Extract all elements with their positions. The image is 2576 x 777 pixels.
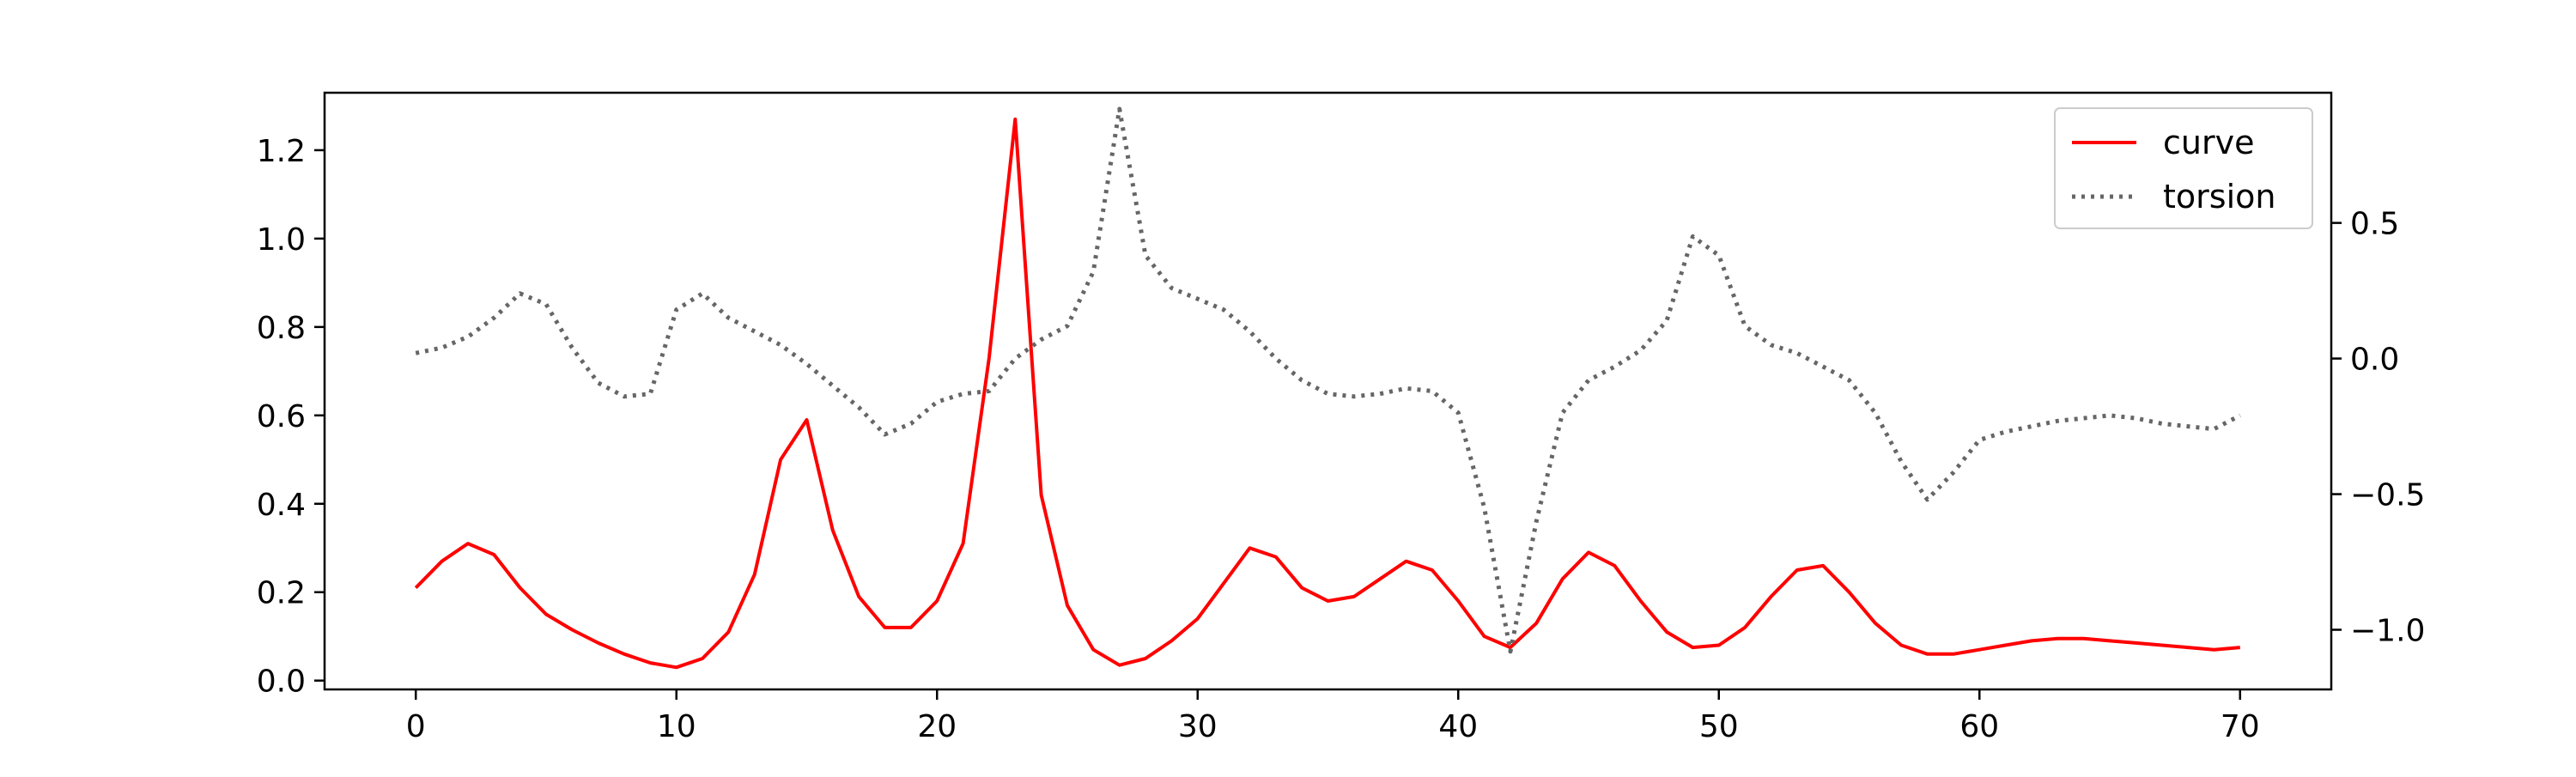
x-tick-label: 0: [406, 709, 426, 744]
y2-tick-label: −1.0: [2350, 614, 2425, 649]
y-tick-label: 0.2: [257, 576, 306, 611]
plot-lines: [414, 106, 2241, 670]
legend: curve torsion: [2054, 107, 2313, 229]
y-tick-label: 0.0: [257, 665, 306, 700]
x-tick-label: 20: [917, 709, 957, 744]
x-tick-label: 60: [1959, 709, 1999, 744]
y-axis-right: −1.0 −0.5 0.0 0.5: [2331, 207, 2425, 649]
x-tick-label: 30: [1178, 709, 1218, 744]
y-tick-label: 1.0: [257, 222, 306, 258]
x-tick-label: 40: [1438, 709, 1478, 744]
y2-tick-label: 0.5: [2350, 207, 2399, 242]
y-tick-label: 1.2: [257, 134, 306, 169]
series-line-torsion: [415, 106, 2241, 654]
y-tick-label: 0.6: [257, 399, 306, 434]
legend-label-torsion: torsion: [2163, 178, 2275, 215]
legend-label-curve: curve: [2163, 124, 2254, 161]
y-tick-label: 0.8: [257, 311, 306, 346]
y-axis-left: 0.0 0.2 0.4 0.6 0.8 1.0 1.2: [257, 134, 325, 700]
y-tick-label: 0.4: [257, 488, 306, 523]
x-axis: 0 10 20 30 40 50 60 70: [406, 689, 2260, 744]
plot-frame: [323, 91, 2333, 691]
series-line-curve: [414, 117, 2240, 670]
x-tick-label: 50: [1699, 709, 1739, 744]
x-tick-label: 70: [2221, 709, 2260, 744]
x-tick-label: 10: [657, 709, 696, 744]
y2-tick-label: −0.5: [2350, 478, 2425, 513]
y2-tick-label: 0.0: [2350, 343, 2399, 378]
